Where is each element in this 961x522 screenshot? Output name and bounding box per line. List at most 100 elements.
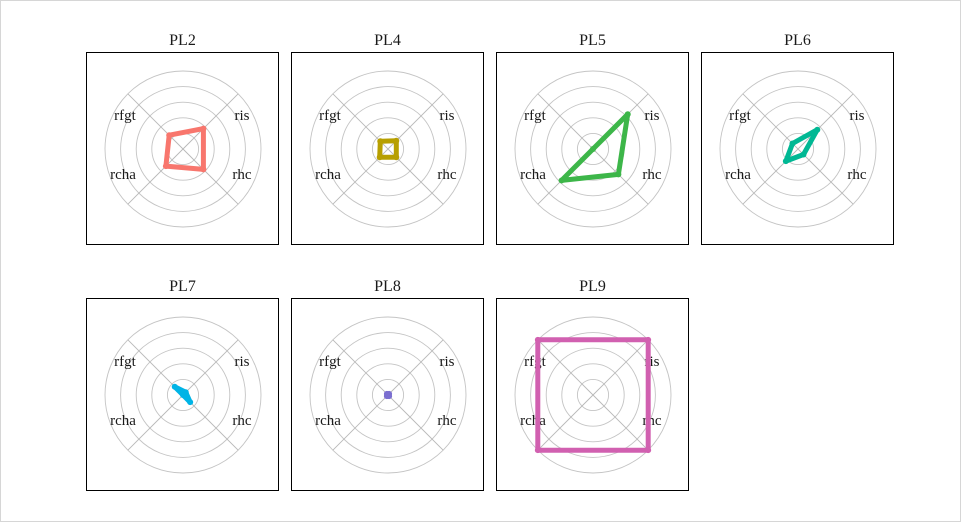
data-point-rcha <box>782 158 789 165</box>
grid-ring <box>719 70 877 228</box>
grid-ring <box>514 316 672 474</box>
axis-label-rhc: rhc <box>232 413 251 429</box>
axis-label-rcha: rcha <box>520 167 546 183</box>
panel-title: PL7 <box>169 278 196 295</box>
data-point-rcha <box>534 447 541 454</box>
panel-pl8: PL8 ris rhc rcha rfgt <box>291 277 484 491</box>
axis-spoke-rhc <box>797 148 854 205</box>
axis-spoke-rcha <box>332 394 389 451</box>
radar-chart-pl4: ris rhc rcha rfgt <box>309 70 467 228</box>
radar-plot-area: ris rhc rcha rfgt <box>291 52 484 245</box>
axis-spoke-rcha <box>537 394 594 451</box>
grid-ring <box>340 347 436 443</box>
grid-ring <box>309 70 467 228</box>
grid-ring <box>309 316 467 474</box>
data-point-rfgt <box>590 146 596 152</box>
grid-ring <box>356 117 420 181</box>
data-point-rfgt <box>166 132 173 139</box>
axis-label-rhc: rhc <box>437 167 456 183</box>
data-point-rfgt <box>171 383 178 390</box>
grid-ring <box>135 101 231 197</box>
grid-ring <box>545 101 641 197</box>
axis-label-rhc: rhc <box>847 167 866 183</box>
panel-title: PL6 <box>784 32 811 49</box>
axis-spoke-rhc <box>592 148 649 205</box>
panel-title: PL9 <box>579 278 606 295</box>
grid-ring <box>104 70 262 228</box>
axis-spoke-rcha <box>127 394 184 451</box>
radar-chart-pl8: ris rhc rcha rfgt <box>309 316 467 474</box>
data-point-rhc <box>393 154 400 161</box>
grid-ring <box>135 347 231 443</box>
grid-ring <box>576 378 610 412</box>
data-point-ris <box>393 137 400 144</box>
axis-label-rfgt: rfgt <box>319 354 341 370</box>
axis-spoke-rfgt <box>537 93 594 150</box>
axis-spoke-rfgt <box>742 93 799 150</box>
axis-spoke-rhc <box>182 148 239 205</box>
panel-pl5: PL5 ris rhc rcha rfgt <box>496 31 689 245</box>
radar-chart-pl6: ris rhc rcha rfgt <box>719 70 877 228</box>
axis-label-rhc: rhc <box>642 167 661 183</box>
axis-spoke-ris <box>182 339 239 396</box>
grid-ring <box>545 347 641 443</box>
grid-ring <box>561 363 625 427</box>
grid-ring <box>340 101 436 197</box>
axis-spoke-ris <box>387 339 444 396</box>
grid-ring <box>750 101 846 197</box>
axis-label-ris: ris <box>645 108 660 124</box>
radar-chart-pl7: ris rhc rcha rfgt <box>104 316 262 474</box>
data-point-ris <box>200 125 207 132</box>
radar-plot-area: ris rhc rcha rfgt <box>86 298 279 491</box>
axis-spoke-rfgt <box>537 339 594 396</box>
axis-spoke-rhc <box>592 394 649 451</box>
axis-label-rcha: rcha <box>315 167 341 183</box>
axis-spoke-ris <box>182 93 239 150</box>
axis-spoke-ris <box>592 339 649 396</box>
radar-plot-area: ris rhc rcha rfgt <box>496 52 689 245</box>
data-point-rcha <box>376 154 383 161</box>
axis-spoke-ris <box>797 93 854 150</box>
grid-ring <box>151 363 215 427</box>
panel-pl7: PL7 ris rhc rcha rfgt <box>86 277 279 491</box>
axis-label-rfgt: rfgt <box>729 108 751 124</box>
radar-plot-area: ris rhc rcha rfgt <box>496 298 689 491</box>
axis-spoke-rfgt <box>127 93 184 150</box>
axis-label-rhc: rhc <box>642 413 661 429</box>
radar-chart-pl2: ris rhc rcha rfgt <box>104 70 262 228</box>
data-point-rcha <box>162 163 169 170</box>
axis-label-rcha: rcha <box>725 167 751 183</box>
axis-label-ris: ris <box>235 354 250 370</box>
panel-title: PL2 <box>169 32 196 49</box>
axis-label-rcha: rcha <box>110 167 136 183</box>
grid-ring <box>104 316 262 474</box>
grid-ring <box>371 132 405 166</box>
grid-ring <box>151 117 215 181</box>
panel-title: PL8 <box>374 278 401 295</box>
axis-label-rcha: rcha <box>110 413 136 429</box>
grid-ring <box>325 332 451 458</box>
grid-ring <box>735 86 861 212</box>
grid-ring <box>530 332 656 458</box>
grid-ring <box>530 86 656 212</box>
radar-plot-area: ris rhc rcha rfgt <box>701 52 894 245</box>
grid-ring <box>514 70 672 228</box>
data-point-rhc <box>615 171 622 178</box>
grid-ring <box>325 86 451 212</box>
data-point-rfgt <box>534 336 541 343</box>
radar-chart-pl5: ris rhc rcha rfgt <box>514 70 672 228</box>
axis-label-rfgt: rfgt <box>524 108 546 124</box>
radar-plot-area: ris rhc rcha rfgt <box>291 298 484 491</box>
axis-label-rfgt: rfgt <box>319 108 341 124</box>
axis-spoke-rfgt <box>332 339 389 396</box>
grid-ring <box>576 132 610 166</box>
grid-ring <box>371 378 405 412</box>
data-point-rfgt <box>383 390 390 397</box>
axis-label-rfgt: rfgt <box>114 108 136 124</box>
axis-label-ris: ris <box>850 108 865 124</box>
grid-ring <box>356 363 420 427</box>
grid-ring <box>766 117 830 181</box>
data-point-rfgt <box>377 138 384 145</box>
panel-pl6: PL6 ris rhc rcha rfgt <box>701 31 894 245</box>
